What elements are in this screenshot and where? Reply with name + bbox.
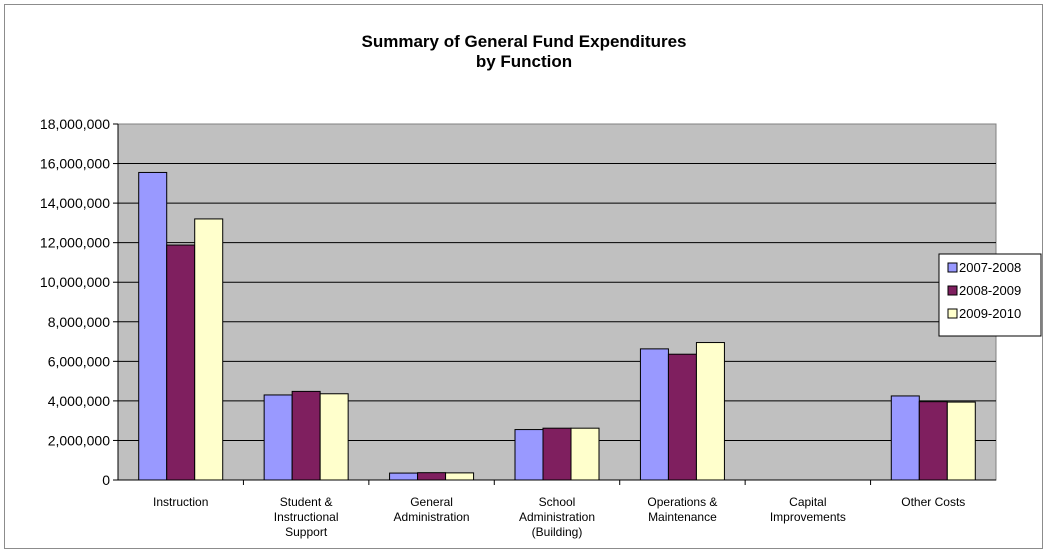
bar: [194, 218, 224, 481]
x-category-label: Administration: [394, 510, 470, 524]
legend-swatch: [947, 285, 958, 296]
bar: [667, 353, 697, 481]
chart-frame: Summary of General Fund Expenditures by F…: [4, 4, 1043, 549]
x-category-label: Instruction: [153, 495, 208, 509]
bar: [639, 348, 669, 481]
legend-label: 2009-2010: [959, 306, 1021, 321]
bar: [445, 472, 475, 481]
legend-label: 2007-2008: [959, 260, 1021, 275]
x-category-label: Student &: [280, 495, 333, 509]
y-tick-label: 6,000,000: [48, 353, 110, 369]
x-category-label: Capital: [789, 495, 826, 509]
chart-title-line: Summary of General Fund Expenditures: [362, 32, 687, 51]
chart-title-line: by Function: [476, 52, 572, 71]
plot-area: [117, 123, 997, 481]
legend-label: 2008-2009: [959, 283, 1021, 298]
bar: [570, 427, 600, 481]
bar: [542, 427, 572, 481]
bar: [319, 393, 349, 481]
x-category-label: Improvements: [770, 510, 846, 524]
y-tick-label: 2,000,000: [48, 432, 110, 448]
y-tick-label: 4,000,000: [48, 393, 110, 409]
y-tick-label: 8,000,000: [48, 314, 110, 330]
x-category-label: Other Costs: [901, 495, 965, 509]
legend: 2007-2008 2008-2009 2009-2010: [938, 253, 1042, 337]
x-axis-categories: Instruction Student &InstructionalSupport…: [153, 480, 965, 539]
bar: [514, 429, 544, 481]
bar: [389, 472, 419, 481]
x-category-label: Instructional: [274, 510, 339, 524]
x-category-label: General: [410, 495, 453, 509]
bar: [138, 171, 168, 481]
bar: [946, 401, 976, 481]
bar: [263, 394, 293, 481]
y-tick-label: 14,000,000: [40, 195, 110, 211]
y-tick-label: 0: [102, 472, 110, 488]
x-category-label: Administration: [519, 510, 595, 524]
bar: [291, 390, 321, 481]
bars: [138, 171, 976, 481]
y-tick-label: 12,000,000: [40, 235, 110, 251]
bar: [918, 401, 948, 481]
bar: [890, 395, 920, 481]
y-tick-label: 18,000,000: [40, 116, 110, 132]
legend-swatch: [947, 308, 958, 319]
bar: [166, 244, 196, 481]
y-axis-ticks: 0 2,000,000 4,000,000 6,000,000 8,000,000 10,…: [40, 116, 996, 488]
x-category-label: (Building): [532, 525, 583, 539]
legend-swatch: [947, 262, 958, 273]
x-category-label: Maintenance: [648, 510, 717, 524]
y-tick-label: 16,000,000: [40, 156, 110, 172]
x-category-label: School: [539, 495, 576, 509]
bar: [695, 342, 725, 481]
x-category-label: Support: [285, 525, 328, 539]
x-category-label: Operations &: [647, 495, 717, 509]
bar: [417, 472, 447, 481]
y-tick-label: 10,000,000: [40, 274, 110, 290]
